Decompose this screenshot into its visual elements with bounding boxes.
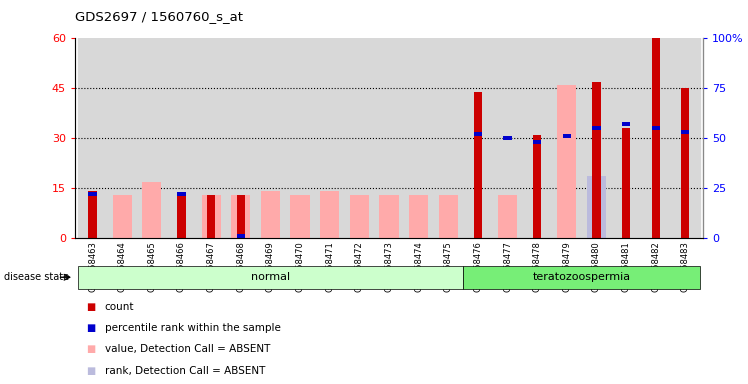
Bar bbox=[78, 266, 463, 289]
Bar bbox=[137, 38, 167, 238]
Text: normal: normal bbox=[251, 272, 290, 283]
Bar bbox=[611, 38, 641, 238]
Bar bbox=[562, 134, 571, 138]
Text: ■: ■ bbox=[86, 302, 95, 312]
Bar bbox=[167, 38, 196, 238]
Bar bbox=[379, 210, 399, 238]
Bar bbox=[226, 38, 256, 238]
Bar bbox=[285, 38, 315, 238]
Bar bbox=[522, 38, 552, 238]
Bar bbox=[533, 135, 542, 238]
Bar bbox=[681, 130, 690, 134]
Bar bbox=[493, 38, 522, 238]
Bar bbox=[379, 195, 399, 238]
Bar bbox=[557, 85, 577, 238]
Bar bbox=[88, 192, 96, 196]
Bar bbox=[533, 140, 542, 144]
Bar bbox=[350, 195, 369, 238]
Bar bbox=[409, 210, 428, 238]
Bar bbox=[196, 38, 226, 238]
Bar bbox=[652, 38, 660, 238]
Bar bbox=[236, 195, 245, 238]
Bar bbox=[315, 38, 345, 238]
Bar bbox=[622, 128, 631, 238]
Text: disease state: disease state bbox=[4, 272, 69, 282]
Bar bbox=[582, 38, 611, 238]
Bar bbox=[236, 234, 245, 238]
Text: GDS2697 / 1560760_s_at: GDS2697 / 1560760_s_at bbox=[75, 10, 243, 23]
Bar bbox=[463, 266, 700, 289]
Text: value, Detection Call = ABSENT: value, Detection Call = ABSENT bbox=[105, 344, 270, 354]
Bar bbox=[201, 195, 221, 238]
Bar bbox=[345, 38, 374, 238]
Bar bbox=[438, 195, 458, 238]
Bar bbox=[404, 38, 433, 238]
Bar bbox=[503, 136, 512, 140]
Bar bbox=[681, 88, 690, 238]
Bar bbox=[261, 210, 280, 238]
Bar bbox=[670, 38, 700, 238]
Bar bbox=[256, 38, 285, 238]
Bar bbox=[320, 210, 340, 238]
Bar bbox=[473, 92, 482, 238]
Bar bbox=[641, 38, 670, 238]
Bar bbox=[261, 192, 280, 238]
Bar bbox=[409, 195, 428, 238]
Bar bbox=[463, 38, 493, 238]
Text: ■: ■ bbox=[86, 344, 95, 354]
Bar bbox=[498, 195, 517, 238]
Bar bbox=[108, 38, 137, 238]
Bar bbox=[586, 176, 606, 238]
Bar bbox=[177, 195, 186, 238]
Bar bbox=[177, 192, 186, 196]
Text: ■: ■ bbox=[86, 366, 95, 376]
Text: percentile rank within the sample: percentile rank within the sample bbox=[105, 323, 280, 333]
Bar bbox=[88, 192, 96, 238]
Bar bbox=[552, 38, 582, 238]
Bar bbox=[320, 192, 340, 238]
Bar bbox=[207, 195, 215, 238]
Bar bbox=[498, 212, 517, 238]
Bar bbox=[473, 132, 482, 136]
Bar bbox=[592, 126, 601, 130]
Bar bbox=[652, 126, 660, 130]
Bar bbox=[592, 82, 601, 238]
Text: rank, Detection Call = ABSENT: rank, Detection Call = ABSENT bbox=[105, 366, 265, 376]
Bar bbox=[374, 38, 404, 238]
Bar bbox=[78, 38, 108, 238]
Bar bbox=[350, 210, 369, 238]
Bar bbox=[290, 195, 310, 238]
Bar bbox=[622, 122, 631, 126]
Bar bbox=[433, 38, 463, 238]
Bar bbox=[557, 176, 577, 238]
Bar bbox=[113, 195, 132, 238]
Text: teratozoospermia: teratozoospermia bbox=[533, 272, 631, 283]
Text: count: count bbox=[105, 302, 134, 312]
Bar bbox=[142, 182, 162, 238]
Bar bbox=[231, 195, 251, 238]
Text: ■: ■ bbox=[86, 323, 95, 333]
